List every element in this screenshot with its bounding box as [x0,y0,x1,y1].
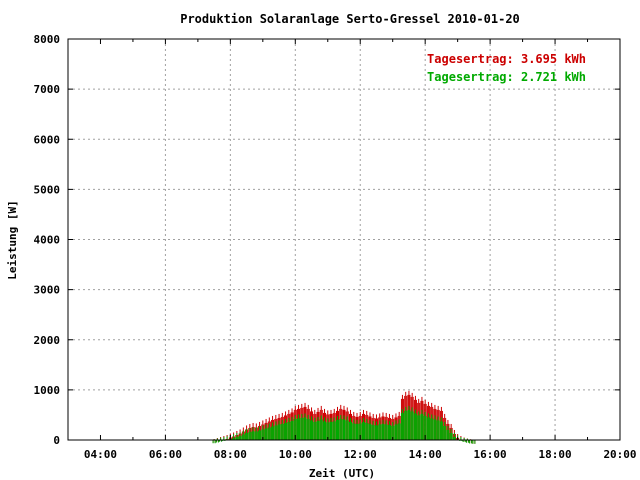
grid-lines [68,39,620,440]
series-2-bars [212,405,476,444]
x-tick-label: 10:00 [279,448,312,461]
x-tick-label: 20:00 [603,448,636,461]
x-tick-label: 12:00 [344,448,377,461]
y-tick-label: 7000 [34,83,61,96]
y-tick-label: 6000 [34,133,61,146]
chart-title: Produktion Solaranlage Serto-Gressel 201… [180,12,520,26]
x-tick-label: 08:00 [214,448,247,461]
y-axis-label: Leistung [W] [6,200,19,279]
x-tick-label: 14:00 [409,448,442,461]
y-axis-ticks: 0 1000 2000 3000 4000 5000 6000 7000 8000 [34,33,620,447]
y-tick-label: 4000 [34,234,61,247]
legend-series-2: Tagesertrag: 2.721 kWh [427,70,586,84]
y-tick-label: 2000 [34,334,61,347]
x-tick-label: 16:00 [474,448,507,461]
x-tick-label: 06:00 [149,448,182,461]
x-tick-label: 18:00 [538,448,571,461]
legend-series-1: Tagesertrag: 3.695 kWh [427,52,586,66]
y-tick-label: 1000 [34,384,61,397]
y-tick-label: 3000 [34,284,61,297]
y-tick-label: 8000 [34,33,61,46]
y-tick-label: 0 [53,434,60,447]
y-tick-label: 5000 [34,183,61,196]
x-tick-label: 04:00 [84,448,117,461]
x-axis-label: Zeit (UTC) [309,467,375,480]
x-axis-ticks: 04:00 06:00 08:00 10:00 12:00 14:00 16:00 18:00… [67,39,637,461]
